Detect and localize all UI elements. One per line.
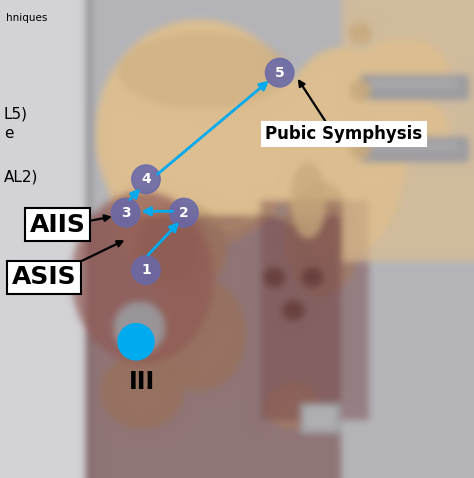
Circle shape xyxy=(118,324,154,360)
Text: hniques: hniques xyxy=(6,13,47,23)
Circle shape xyxy=(111,198,140,227)
Text: e: e xyxy=(4,126,13,141)
Text: 4: 4 xyxy=(141,172,151,186)
Text: 1: 1 xyxy=(141,263,151,277)
Text: 5: 5 xyxy=(275,65,284,80)
Text: 2: 2 xyxy=(179,206,189,220)
Text: AIIS: AIIS xyxy=(29,213,85,237)
Text: 3: 3 xyxy=(121,206,130,220)
Text: Pubic Symphysis: Pubic Symphysis xyxy=(265,125,422,143)
Text: L5): L5) xyxy=(4,106,28,121)
Text: ASIS: ASIS xyxy=(12,265,76,289)
Text: AL2): AL2) xyxy=(4,169,38,185)
Circle shape xyxy=(132,256,160,284)
Circle shape xyxy=(265,58,294,87)
Text: III: III xyxy=(129,370,155,394)
Circle shape xyxy=(170,198,198,227)
Circle shape xyxy=(132,165,160,194)
